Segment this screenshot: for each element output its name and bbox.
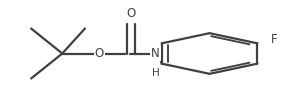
Text: N: N	[151, 47, 160, 60]
Text: O: O	[94, 47, 104, 60]
Text: F: F	[271, 33, 278, 46]
Text: H: H	[152, 68, 160, 78]
Text: O: O	[126, 7, 136, 20]
